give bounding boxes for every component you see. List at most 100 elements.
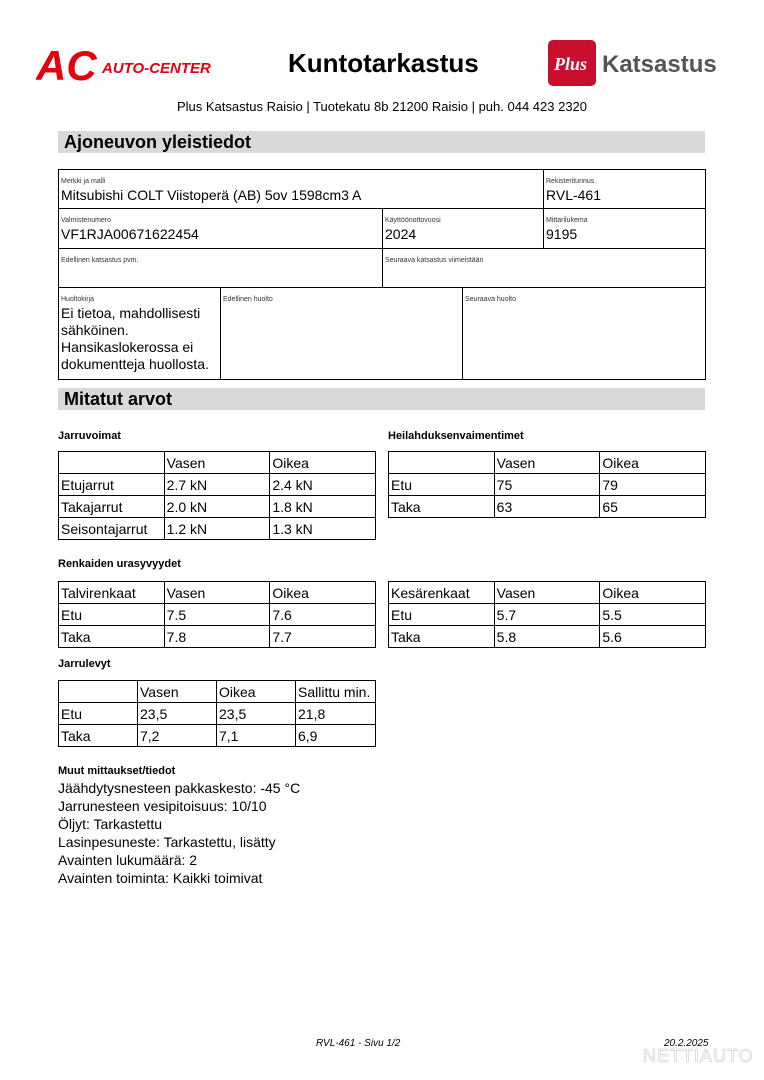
svg-text:Katsastus: Katsastus — [602, 51, 717, 78]
label: Käyttöönottovuosi — [385, 217, 441, 224]
column-header: Oikea — [269, 451, 376, 474]
brakes-title: Jarruvoimat — [58, 430, 121, 442]
table-cell: 7.7 — [269, 625, 376, 648]
table-cell: 1.3 kN — [269, 517, 376, 540]
table-row: Taka 7.8 7.7 — [58, 625, 376, 648]
table-cell: Takajarrut — [58, 495, 165, 518]
column-header — [388, 451, 495, 474]
svg-text:AUTO-CENTER: AUTO-CENTER — [101, 60, 211, 77]
table-row: Vasen Oikea — [388, 451, 706, 474]
year: 2024 — [385, 226, 417, 242]
section-general: Ajoneuvon yleistiedot — [58, 131, 705, 153]
page-number: RVL-461 - Sivu 1/2 — [316, 1038, 401, 1049]
column-header: Vasen — [137, 680, 217, 703]
table-cell: 75 — [493, 473, 601, 496]
table-cell: Etu — [388, 603, 495, 626]
section-measured: Mitatut arvot — [58, 388, 705, 410]
table-cell: 7.5 — [163, 603, 271, 626]
table-cell: Taka — [388, 495, 495, 518]
table-cell: 63 — [493, 495, 601, 518]
column-header: Sallittu min. — [295, 680, 376, 703]
label: Seuraava huolto — [465, 296, 516, 303]
winter-tires-table: Talvirenkaat Vasen Oikea Etu 7.5 7.6 Taka 7.8 7.… — [58, 581, 376, 648]
table-cell: 7,2 — [137, 724, 217, 747]
table-cell: 2.0 kN — [163, 495, 271, 518]
vin: VF1RJA00671622454 — [61, 226, 199, 242]
label: Rekisteritunnus — [546, 178, 595, 185]
other-line: Avainten lukumäärä: 2 — [58, 852, 198, 868]
table-row: Takajarrut 2.0 kN 1.8 kN — [58, 495, 376, 518]
other-line: Öljyt: Tarkastettu — [58, 816, 163, 832]
label: Edellinen huolto — [223, 296, 273, 303]
table-row: Etujarrut 2.7 kN 2.4 kN — [58, 473, 376, 496]
column-header: Vasen — [163, 581, 271, 604]
column-header — [58, 451, 165, 474]
other-line: Lasinpesuneste: Tarkastettu, lisätty — [58, 834, 276, 850]
table-cell: 7,1 — [216, 724, 296, 747]
shocks-title: Heilahduksenvaimentimet — [388, 430, 524, 442]
label: Seuraava katsastus viimeistään — [385, 257, 484, 264]
column-header: Vasen — [493, 451, 601, 474]
make-model: Mitsubishi COLT Viistoperä (AB) 5ov 1598… — [61, 187, 362, 203]
page-title: Kuntotarkastus — [288, 48, 479, 78]
table-cell: Taka — [388, 625, 495, 648]
table-cell: 5.6 — [599, 625, 706, 648]
label: Edellinen katsastus pvm. — [61, 257, 139, 264]
table-cell: 23,5 — [216, 702, 296, 725]
column-header: Oikea — [599, 451, 706, 474]
table-row: Kesärenkaat Vasen Oikea — [388, 581, 706, 604]
table-cell: 5.8 — [493, 625, 601, 648]
table-cell: 1.8 kN — [269, 495, 376, 518]
table-cell: 5.5 — [599, 603, 706, 626]
label: Mittarilukema — [546, 217, 588, 224]
registration: RVL-461 — [546, 187, 602, 203]
table-cell: 7.6 — [269, 603, 376, 626]
table-cell: Etu — [58, 603, 165, 626]
footer-date: 20.2.2025 — [664, 1038, 709, 1049]
table-row: Taka 7,2 7,1 6,9 — [58, 724, 376, 747]
table-cell: Etu — [58, 702, 138, 725]
auto-center-logo: AC AUTO-CENTER — [35, 42, 221, 89]
table-row: Etu 5.7 5.5 — [388, 603, 706, 626]
table-cell: 65 — [599, 495, 706, 518]
odometer: 9195 — [546, 226, 578, 242]
svg-text:Plus: Plus — [553, 54, 587, 74]
table-cell: 1.2 kN — [163, 517, 271, 540]
other-line: Avainten toiminta: Kaikki toimivat — [58, 870, 263, 886]
table-cell: 2.7 kN — [163, 473, 271, 496]
column-header: Oikea — [599, 581, 706, 604]
other-measurements: Jäähdytysnesteen pakkaskesto: -45 °C Jar… — [58, 779, 300, 887]
svg-text:AC: AC — [36, 44, 97, 84]
table-row: Talvirenkaat Vasen Oikea — [58, 581, 376, 604]
table-cell: 79 — [599, 473, 706, 496]
table-cell: 7.8 — [163, 625, 271, 648]
label: Huoltokirja — [61, 296, 95, 303]
table-cell: 23,5 — [137, 702, 217, 725]
table-cell: Etujarrut — [58, 473, 165, 496]
table-cell: 2.4 kN — [269, 473, 376, 496]
table-cell: Taka — [58, 625, 165, 648]
discs-table: Vasen Oikea Sallittu min. Etu 23,5 23,5 21,8 Ta… — [58, 680, 376, 747]
table-row: Etu 7.5 7.6 — [58, 603, 376, 626]
table-cell: Taka — [58, 724, 138, 747]
table-row: Taka 63 65 — [388, 495, 706, 518]
table-row: Etu 23,5 23,5 21,8 — [58, 702, 376, 725]
table-row: Taka 5.8 5.6 — [388, 625, 706, 648]
table-row: Seisontajarrut 1.2 kN 1.3 kN — [58, 517, 376, 540]
label: Merkki ja malli — [61, 178, 106, 185]
table-cell: 5.7 — [493, 603, 601, 626]
column-header: Oikea — [216, 680, 296, 703]
table-cell: Etu — [388, 473, 495, 496]
plus-katsastus-logo: Plus Katsastus — [546, 38, 726, 88]
brakes-table: Vasen Oikea Etujarrut 2.7 kN 2.4 kN Takajarru… — [58, 451, 376, 540]
table-row: Vasen Oikea Sallittu min. — [58, 680, 376, 703]
column-header: Oikea — [269, 581, 376, 604]
discs-title: Jarrulevyt — [58, 658, 111, 670]
table-row: Etu 75 79 — [388, 473, 706, 496]
column-header — [58, 680, 138, 703]
service-book: Ei tietoa, mahdollisesti sähköinen. Hans… — [61, 305, 209, 372]
shocks-table: Vasen Oikea Etu 75 79 Taka 63 65 — [388, 451, 706, 518]
vehicle-info-box: Merkki ja malli Mitsubishi COLT Viistoper… — [58, 169, 706, 380]
tires-title: Renkaiden urasyvyydet — [58, 558, 181, 570]
label: Valmistenumero — [61, 217, 112, 224]
